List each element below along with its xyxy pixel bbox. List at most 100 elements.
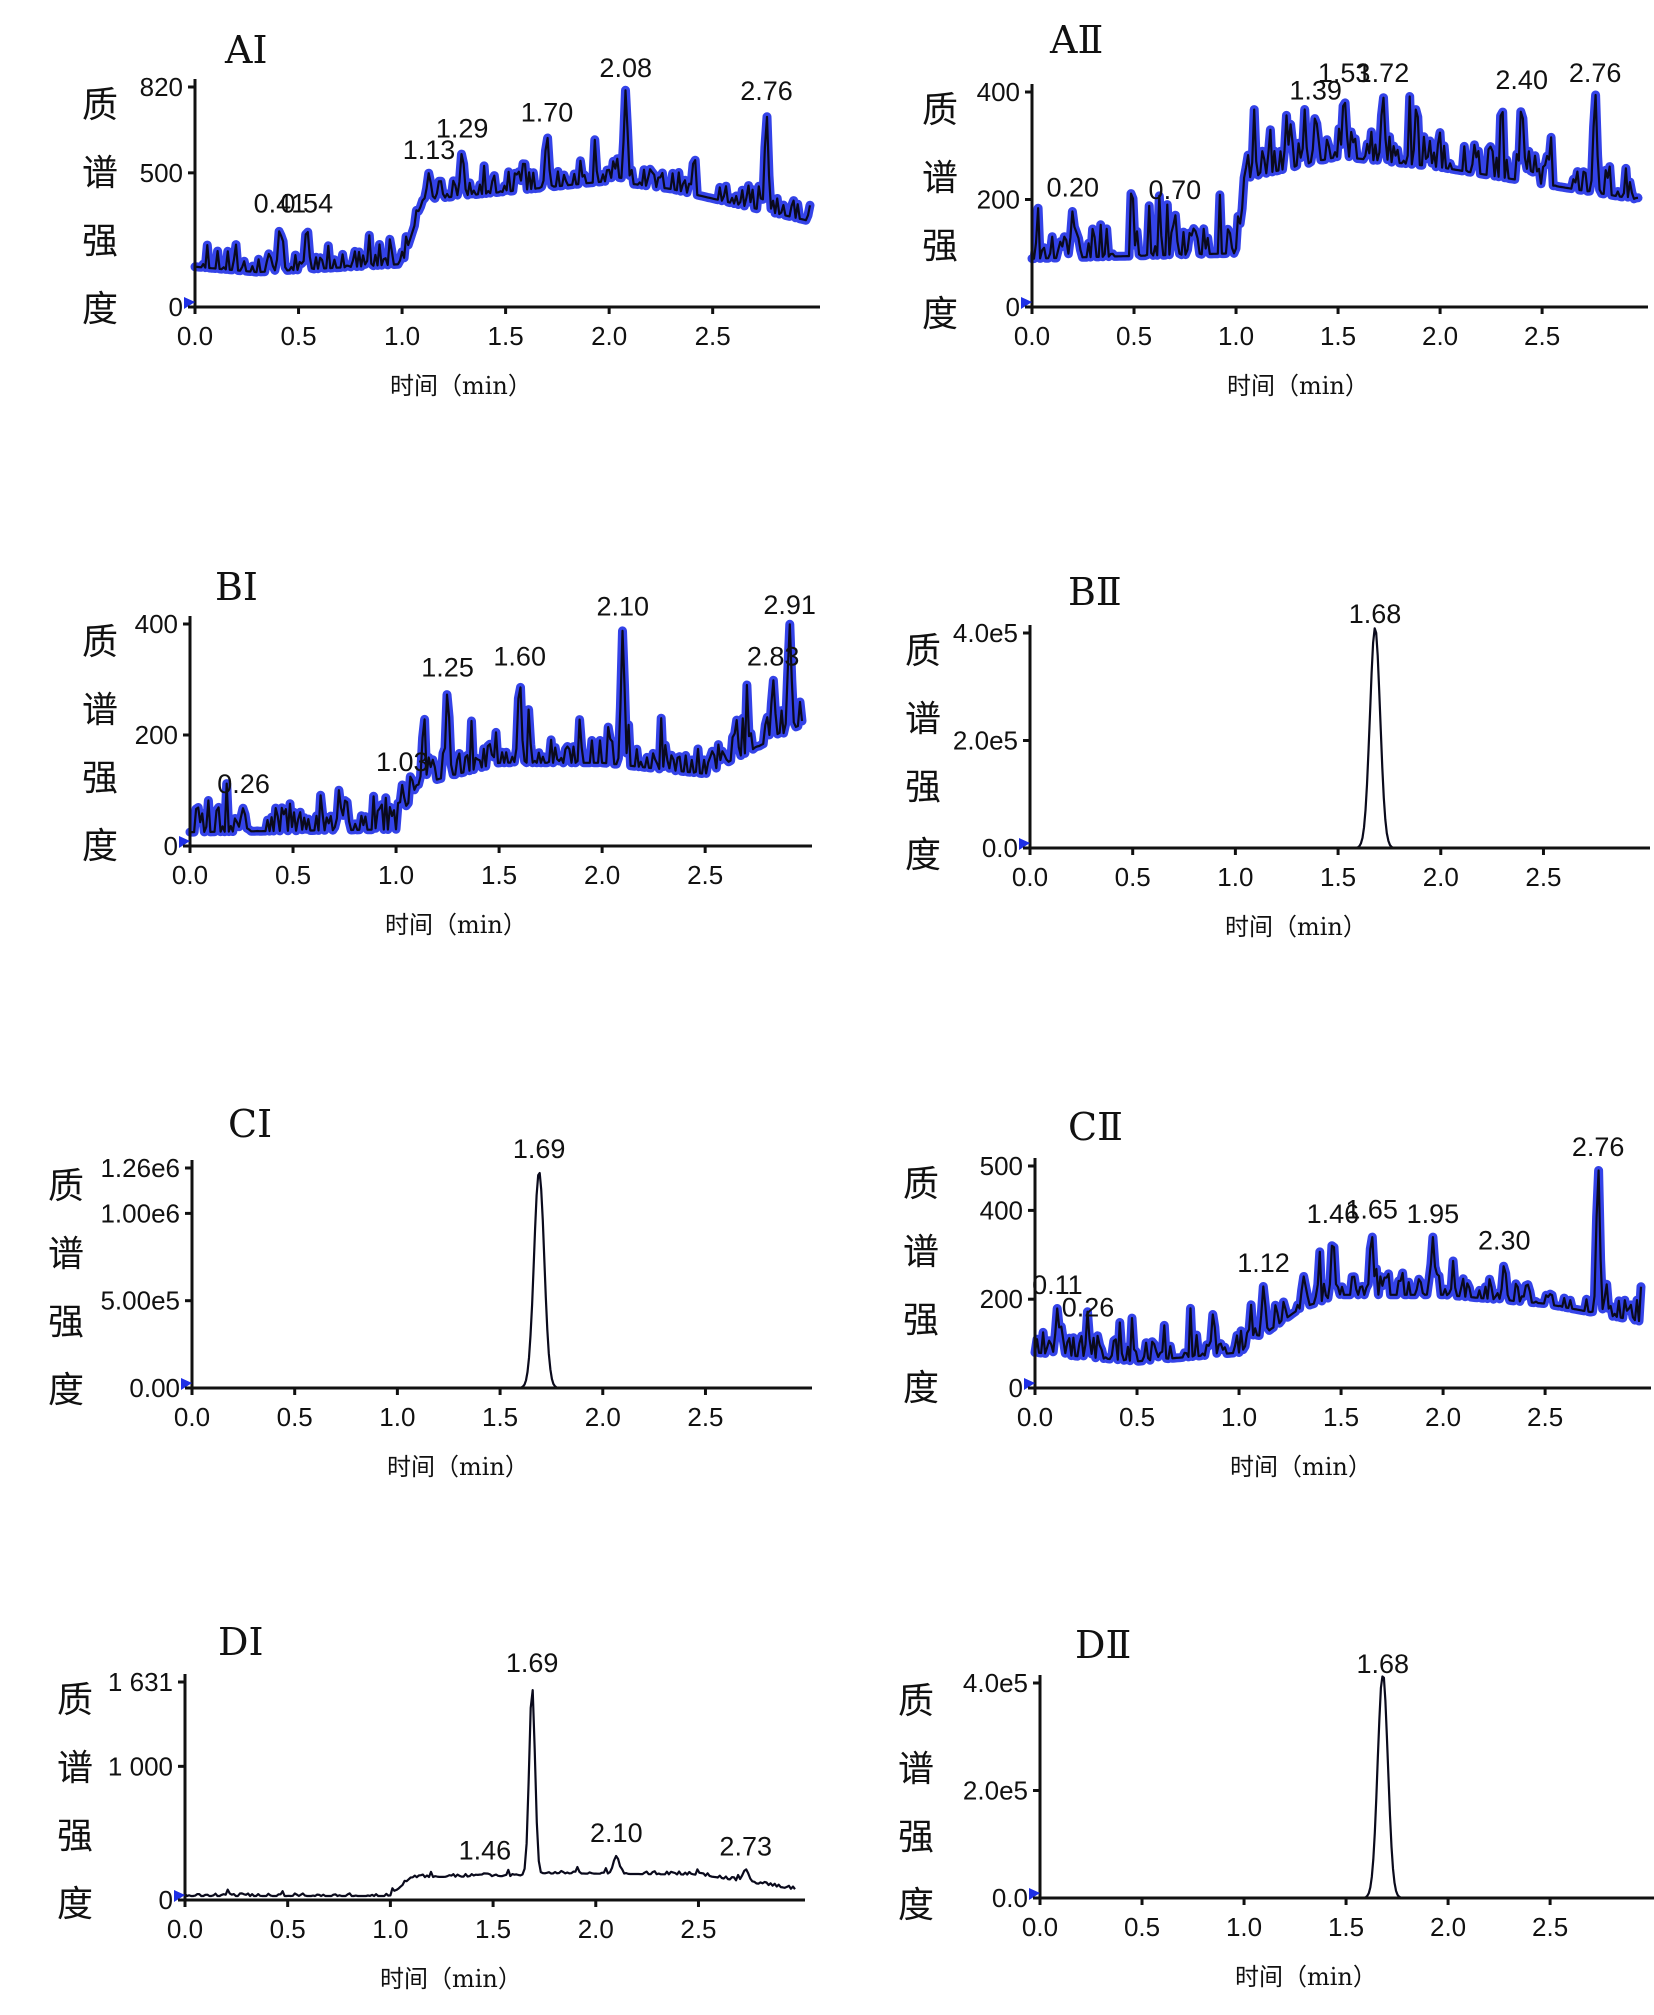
x-tick-label: 1.5 xyxy=(1320,862,1356,892)
trace-line xyxy=(1030,627,1640,850)
y-axis-label-char: 谱 xyxy=(82,690,118,731)
y-axis-label-char: 度 xyxy=(48,1370,84,1411)
peak-label: 1.46 xyxy=(1307,1199,1360,1229)
y-tick-label: 500 xyxy=(140,158,183,188)
trace-line xyxy=(1040,1675,1646,1900)
x-axis-label: 时间（min） xyxy=(385,911,527,939)
y-axis-label-char: 强 xyxy=(82,758,118,799)
y-axis-label-char: 谱 xyxy=(903,1232,939,1273)
peak-label: 0.26 xyxy=(1062,1292,1115,1322)
x-tick-label: 1.5 xyxy=(475,1914,511,1944)
x-tick-label: 0.5 xyxy=(1116,321,1152,351)
y-axis-label-char: 强 xyxy=(903,1300,939,1341)
y-axis-label-char: 度 xyxy=(903,1368,939,1409)
x-tick-label: 2.0 xyxy=(578,1914,614,1944)
y-tick-label: 4.0e5 xyxy=(953,618,1018,648)
y-axis-label-char: 谱 xyxy=(898,1749,934,1790)
y-axis-label-char: 谱 xyxy=(905,699,941,740)
x-axis-label: 时间（min） xyxy=(380,1965,522,1993)
x-tick-label: 1.0 xyxy=(1226,1912,1262,1942)
y-tick-label: 200 xyxy=(135,720,178,750)
x-tick-label: 0.0 xyxy=(177,321,213,351)
x-tick-label: 1.0 xyxy=(372,1914,408,1944)
x-tick-label: 2.0 xyxy=(585,1402,621,1432)
origin-marker xyxy=(1024,1378,1035,1390)
peak-label: 1.12 xyxy=(1237,1248,1290,1278)
panel-title: AⅡ xyxy=(1049,18,1103,62)
panel-title: BⅡ xyxy=(1068,570,1122,614)
y-tick-label: 400 xyxy=(980,1195,1023,1225)
y-axis-label-char: 度 xyxy=(57,1884,93,1925)
x-axis-label: 时间（min） xyxy=(1235,1963,1377,1991)
peak-label: 0.26 xyxy=(217,769,270,799)
y-axis-label-char: 强 xyxy=(82,221,118,262)
peak-label: 2.76 xyxy=(1569,58,1622,88)
peak-label: 1.72 xyxy=(1357,58,1410,88)
x-tick-label: 2.5 xyxy=(1527,1402,1563,1432)
y-axis-label-char: 质 xyxy=(82,622,118,663)
x-tick-label: 2.5 xyxy=(1524,321,1560,351)
x-tick-label: 1.0 xyxy=(378,860,414,890)
x-tick-label: 2.5 xyxy=(687,1402,723,1432)
x-tick-label: 2.5 xyxy=(1532,1912,1568,1942)
panel-title: BⅠ xyxy=(215,565,258,609)
peak-label: 1.03 xyxy=(376,747,429,777)
y-tick-label: 400 xyxy=(135,609,178,639)
x-tick-label: 0.0 xyxy=(172,860,208,890)
trace-band xyxy=(1027,90,1643,264)
peak-label: 2.40 xyxy=(1495,65,1548,95)
y-tick-label: 0.0 xyxy=(982,833,1018,863)
x-axis-label: 时间（min） xyxy=(390,372,532,400)
x-tick-label: 2.0 xyxy=(1423,862,1459,892)
trace-band xyxy=(190,85,815,277)
peak-label: 1.65 xyxy=(1345,1195,1398,1225)
y-tick-label: 1 631 xyxy=(108,1667,173,1697)
peak-label: 1.13 xyxy=(403,135,456,165)
peak-label: 0.54 xyxy=(281,189,334,219)
x-tick-label: 0.5 xyxy=(280,321,316,351)
peak-label: 1.68 xyxy=(1357,1649,1410,1679)
y-axis-label-char: 度 xyxy=(82,289,118,330)
x-tick-label: 2.5 xyxy=(695,321,731,351)
y-axis-label-char: 强 xyxy=(48,1302,84,1343)
peak-label: 1.95 xyxy=(1407,1199,1460,1229)
peak-label: 0.41 xyxy=(254,189,307,219)
y-axis-label-char: 质 xyxy=(48,1166,84,1207)
peak-label: 1.68 xyxy=(1349,599,1402,629)
y-tick-label: 0.0 xyxy=(992,1883,1028,1913)
peak-label: 1.60 xyxy=(493,642,546,672)
y-axis-label-char: 质 xyxy=(82,85,118,126)
origin-marker xyxy=(1021,297,1032,309)
y-tick-label: 0 xyxy=(1009,1373,1023,1403)
x-tick-label: 0.0 xyxy=(1014,321,1050,351)
y-axis-label-char: 谱 xyxy=(922,158,958,199)
panel-title: AⅠ xyxy=(224,28,267,72)
panel-title: CⅠ xyxy=(228,1102,272,1146)
y-tick-label: 0 xyxy=(159,1885,173,1915)
y-tick-label: 0 xyxy=(1006,292,1020,322)
x-tick-label: 1.0 xyxy=(384,321,420,351)
y-tick-label: 820 xyxy=(140,72,183,102)
x-tick-label: 2.0 xyxy=(584,860,620,890)
x-tick-label: 1.0 xyxy=(1221,1402,1257,1432)
peak-label: 1.39 xyxy=(1289,76,1342,106)
origin-marker xyxy=(174,1890,185,1902)
y-tick-label: 2.0e5 xyxy=(963,1776,1028,1806)
x-tick-label: 1.5 xyxy=(481,860,517,890)
y-axis-label-char: 强 xyxy=(898,1817,934,1858)
y-axis-label-char: 谱 xyxy=(48,1234,84,1275)
trace-line xyxy=(1032,93,1639,260)
y-tick-label: 5.00e5 xyxy=(100,1286,180,1316)
x-tick-label: 2.5 xyxy=(1525,862,1561,892)
x-tick-label: 2.0 xyxy=(1422,321,1458,351)
y-tick-label: 200 xyxy=(980,1284,1023,1314)
peak-label: 2.76 xyxy=(1572,1132,1625,1162)
panel-title: CⅡ xyxy=(1068,1105,1123,1149)
x-tick-label: 1.5 xyxy=(1323,1402,1359,1432)
